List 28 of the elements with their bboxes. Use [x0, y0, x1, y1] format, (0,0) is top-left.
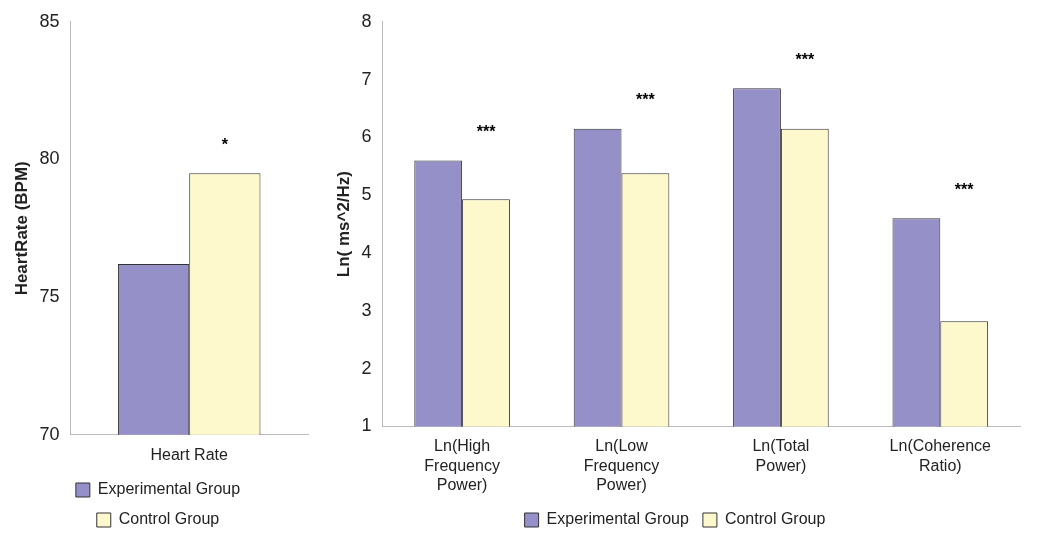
- y-tick-label: 8: [361, 10, 372, 31]
- y-tick-label: 85: [39, 10, 60, 31]
- y-tick-label: 6: [361, 126, 372, 147]
- x-tick-label: Ln(Total Power): [752, 437, 810, 474]
- y-tick-label: 4: [361, 241, 372, 262]
- legend-label: Control Group: [118, 510, 220, 528]
- y-axis-title: Ln( ms^2/Hz): [333, 170, 353, 278]
- text: *: [221, 135, 229, 153]
- y-axis-title: HeartRate (BPM): [11, 161, 31, 296]
- y-tick-label: 5: [361, 184, 372, 205]
- y-tick-label: 3: [361, 299, 372, 320]
- x-tick-label: Ln(High Frequency Power): [424, 437, 500, 493]
- y-tick-label: 7: [361, 68, 372, 89]
- annotation: ***: [954, 180, 975, 198]
- y-tick-label: 70: [39, 423, 60, 444]
- x-tick-label: Heart Rate: [150, 445, 228, 463]
- annotation: ***: [795, 50, 815, 68]
- annotation: ***: [636, 91, 656, 109]
- legend-label: Control Group: [724, 510, 826, 528]
- annotation: ***: [476, 122, 497, 140]
- legend-label: Experimental Group: [97, 480, 241, 498]
- y-tick-label: 1: [361, 415, 372, 436]
- x-tick-label: Ln(Coherence Ratio): [889, 437, 992, 474]
- y-tick-label: 2: [361, 357, 372, 378]
- legend-label: Experimental Group: [546, 510, 689, 528]
- y-tick-label: 75: [39, 286, 60, 307]
- y-tick-label: 80: [39, 148, 60, 169]
- x-tick-label: Ln(Low Frequency Power): [583, 437, 660, 493]
